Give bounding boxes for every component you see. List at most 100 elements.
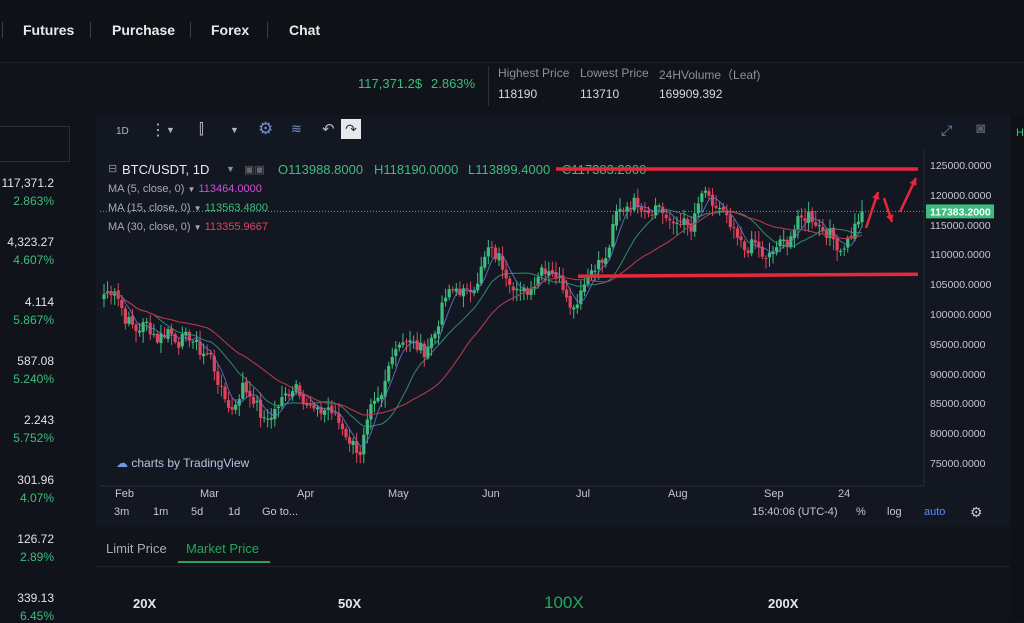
auto-toggle[interactable]: auto bbox=[924, 506, 946, 518]
interval-button[interactable]: 1D bbox=[116, 126, 129, 137]
undo-icon[interactable]: ↶ bbox=[322, 121, 335, 138]
nav-separator bbox=[267, 22, 268, 38]
nav-forex[interactable]: Forex bbox=[211, 22, 250, 38]
market-list-change: 4.607% bbox=[13, 253, 54, 268]
ohlc-close: C117383.2000 bbox=[562, 162, 647, 177]
ma30-label: MA (30, close, 0) bbox=[108, 221, 191, 233]
lowest-price-label: Lowest Price bbox=[580, 66, 649, 80]
chevron-down-icon[interactable]: ▼ bbox=[230, 125, 239, 135]
log-toggle[interactable]: log bbox=[887, 506, 902, 518]
market-list-price[interactable]: 301.96 bbox=[17, 472, 54, 487]
ma15-legend[interactable]: MA (15, close, 0) ▼ 113563.4800 bbox=[108, 202, 268, 214]
market-list-change: 4.07% bbox=[19, 490, 54, 505]
x-tick-label: 24 bbox=[838, 488, 851, 500]
tradingview-cloud-icon: ☁ bbox=[116, 456, 128, 470]
watermark-text: charts by TradingView bbox=[131, 456, 250, 470]
tab-market-price[interactable]: Market Price bbox=[186, 541, 259, 556]
range-3m[interactable]: 3m bbox=[114, 506, 130, 518]
market-list-price[interactable]: 587.08 bbox=[17, 353, 54, 368]
market-list-change: 6.45% bbox=[19, 609, 54, 623]
chevron-down-icon: ▼ bbox=[193, 223, 202, 232]
percent-toggle[interactable]: % bbox=[856, 506, 866, 518]
range-1m[interactable]: 1m bbox=[153, 506, 169, 518]
chevron-down-icon[interactable]: ▼ bbox=[226, 164, 235, 174]
y-tick-label: 80000.0000 bbox=[930, 428, 986, 441]
collapse-icon[interactable]: ⊟ bbox=[108, 163, 118, 175]
symbol-label[interactable]: BTC/USDT, 1D bbox=[122, 162, 210, 177]
market-list-price[interactable]: 117,371.2 bbox=[1, 176, 55, 190]
more-vertical-icon[interactable]: ⋮ bbox=[150, 122, 166, 139]
market-list-change: 5.240% bbox=[13, 371, 54, 386]
range-1d[interactable]: 1d bbox=[228, 506, 241, 518]
gear-icon[interactable]: ⚙ bbox=[970, 504, 983, 520]
fullscreen-icon[interactable]: ⤢ bbox=[941, 122, 953, 138]
y-tick-label: 115000.0000 bbox=[930, 219, 991, 232]
tab-limit-price[interactable]: Limit Price bbox=[106, 541, 167, 556]
divider bbox=[488, 66, 489, 106]
x-tick-label: Sep bbox=[764, 488, 784, 500]
y-tick-label: 125000.0000 bbox=[930, 160, 992, 172]
market-list-change: 5.752% bbox=[13, 431, 54, 446]
market-list-price[interactable]: 126.72 bbox=[17, 531, 54, 546]
y-tick-label: 100000.0000 bbox=[930, 309, 992, 321]
ma30-legend[interactable]: MA (30, close, 0) ▼ 113355.9667 bbox=[108, 221, 268, 233]
nav-purchase[interactable]: Purchase bbox=[112, 22, 176, 38]
lowest-price-value: 113710 bbox=[580, 87, 620, 101]
y-tick-label: 120000.0000 bbox=[930, 189, 992, 202]
settings-box-icon[interactable]: ▣▣ bbox=[244, 164, 265, 176]
left-search-box[interactable] bbox=[0, 126, 70, 162]
market-list-price[interactable]: 4.114 bbox=[24, 294, 54, 309]
leverage-50x[interactable]: 50X bbox=[338, 596, 362, 611]
chevron-down-icon[interactable]: ▼ bbox=[166, 125, 175, 135]
ma30-value: 113355.9667 bbox=[204, 221, 269, 233]
ma5-legend[interactable]: MA (5, close, 0) ▼ 113464.0000 bbox=[108, 183, 262, 195]
y-tick-label: 110000.0000 bbox=[930, 249, 991, 262]
goto-button[interactable]: Go to... bbox=[262, 506, 299, 518]
market-list-change: 5.867% bbox=[13, 312, 54, 327]
nav-chat[interactable]: Chat bbox=[289, 22, 321, 38]
camera-icon[interactable]: ◙ bbox=[976, 120, 986, 137]
candle-type-icon[interactable]: ⫿ bbox=[199, 121, 204, 138]
ohlc-high: H118190.0000 bbox=[374, 162, 459, 177]
tradingview-watermark[interactable]: ☁ charts by TradingView bbox=[116, 456, 249, 470]
x-tick-label: Mar bbox=[200, 488, 219, 500]
right-panel-tab[interactable]: H bbox=[1016, 127, 1024, 139]
y-tick-label: 95000.0000 bbox=[930, 338, 986, 351]
leverage-20x[interactable]: 20X bbox=[133, 596, 157, 611]
market-list-change: 2.863% bbox=[13, 194, 54, 208]
ma15-value: 113563.4800 bbox=[204, 202, 269, 214]
y-tick-label: 90000.0000 bbox=[930, 368, 986, 381]
nav-futures[interactable]: Futures bbox=[23, 22, 75, 38]
gear-icon[interactable]: ⚙ bbox=[258, 119, 274, 138]
indicators-icon[interactable]: ≋ bbox=[291, 121, 302, 136]
nav-separator bbox=[190, 22, 191, 38]
redo-icon[interactable]: ↷ bbox=[341, 119, 361, 139]
top-nav: Futures Purchase Forex Chat bbox=[0, 0, 1024, 63]
ohlc-open: O113988.8000 bbox=[278, 162, 364, 177]
highest-price-label: Highest Price bbox=[498, 66, 570, 80]
x-tick-label: May bbox=[388, 488, 409, 500]
range-5d[interactable]: 5d bbox=[191, 506, 204, 518]
nav-separator bbox=[90, 22, 91, 38]
price-change: 2.863% bbox=[431, 76, 476, 91]
y-tick-label: 75000.0000 bbox=[930, 458, 986, 470]
x-tick-label: Apr bbox=[297, 488, 315, 500]
nav-separator bbox=[2, 22, 3, 38]
x-tick-label: Jul bbox=[576, 488, 591, 500]
market-list-price[interactable]: 4,323.27 bbox=[7, 235, 54, 250]
volume-value: 169909.392 bbox=[659, 87, 723, 101]
right-panel-edge: H bbox=[1010, 115, 1024, 620]
market-list-price[interactable]: 2.243 bbox=[23, 413, 54, 428]
y-tick-label: 85000.0000 bbox=[930, 398, 986, 411]
chevron-down-icon: ▼ bbox=[193, 204, 202, 213]
clock: 15:40:06 (UTC-4) bbox=[752, 506, 838, 518]
chevron-down-icon: ▼ bbox=[187, 185, 196, 194]
x-tick-label: Feb bbox=[115, 488, 134, 500]
ma15-label: MA (15, close, 0) bbox=[108, 202, 191, 214]
x-tick-label: Aug bbox=[668, 488, 688, 500]
active-tab-indicator bbox=[178, 561, 270, 563]
ma5-label: MA (5, close, 0) bbox=[108, 183, 185, 195]
leverage-200x[interactable]: 200X bbox=[768, 596, 799, 611]
leverage-100x[interactable]: 100X bbox=[544, 593, 584, 612]
market-list-price[interactable]: 339.13 bbox=[17, 591, 54, 606]
